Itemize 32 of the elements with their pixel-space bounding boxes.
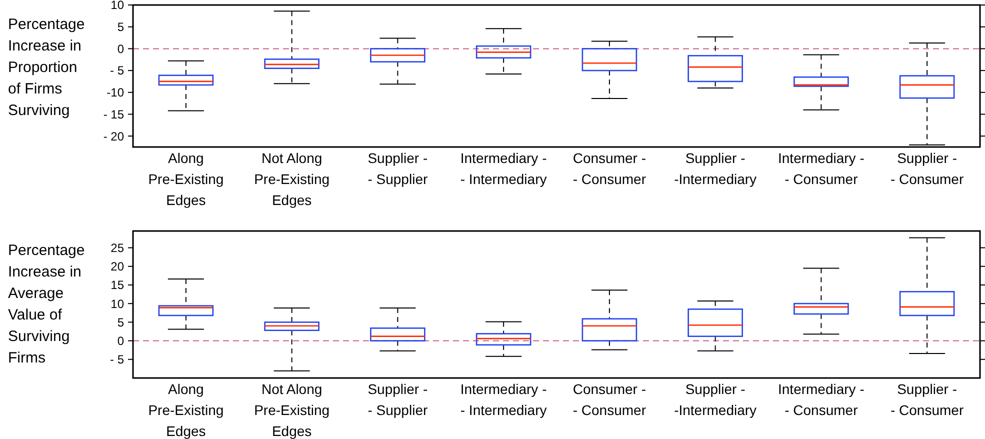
x-tick-label: Not Along Pre-Existing Edges [254, 150, 330, 208]
x-tick-label: Intermediary - - Intermediary [460, 381, 548, 418]
x-tick-label: Supplier - - Supplier [368, 150, 428, 187]
x-tick-label: Not Along Pre-Existing Edges [254, 381, 330, 439]
x-tick-label: Along Pre-Existing Edges [148, 381, 224, 439]
y-tick-label: 5 [117, 315, 124, 330]
x-tick-label: Supplier - - Supplier [368, 381, 428, 418]
y-tick-label: 0 [117, 334, 124, 348]
x-tick-label: Supplier - - Consumer [890, 150, 964, 187]
x-tick-label: Along Pre-Existing Edges [148, 150, 224, 208]
y-axis-title: Percentage Increase in Proportion of Firms Surviving [8, 16, 85, 119]
y-tick-label: 0 [117, 42, 124, 56]
x-tick-label: Consumer - - Consumer [572, 150, 646, 187]
y-tick-label: 10 [110, 0, 124, 12]
y-tick-label: -10 [106, 86, 124, 100]
y-tick-label: - 15 [103, 107, 124, 122]
y-tick-label: 15 [110, 278, 124, 292]
y-tick-label: 10 [110, 296, 124, 311]
x-tick-label: Intermediary - - Consumer [778, 150, 865, 187]
y-tick-label: 5 [117, 20, 124, 34]
y-tick-label: - 5 [110, 352, 124, 367]
x-tick-label: Supplier - - Consumer [890, 381, 964, 418]
y-axis-title: Percentage Increase in Average Value of Surviving Firms [8, 242, 85, 366]
x-tick-label: Consumer - - Consumer [572, 381, 646, 418]
y-tick-label: - 5 [110, 64, 124, 78]
y-tick-label: - 20 [103, 129, 124, 144]
x-tick-label: Supplier - -Intermediary [674, 150, 757, 187]
y-tick-label: 20 [110, 260, 124, 274]
y-tick-label: 25 [110, 240, 124, 255]
x-tick-label: Intermediary - - Intermediary [460, 150, 548, 187]
x-tick-label: Supplier - -Intermediary [674, 381, 757, 418]
x-tick-label: Intermediary - - Consumer [778, 381, 865, 418]
